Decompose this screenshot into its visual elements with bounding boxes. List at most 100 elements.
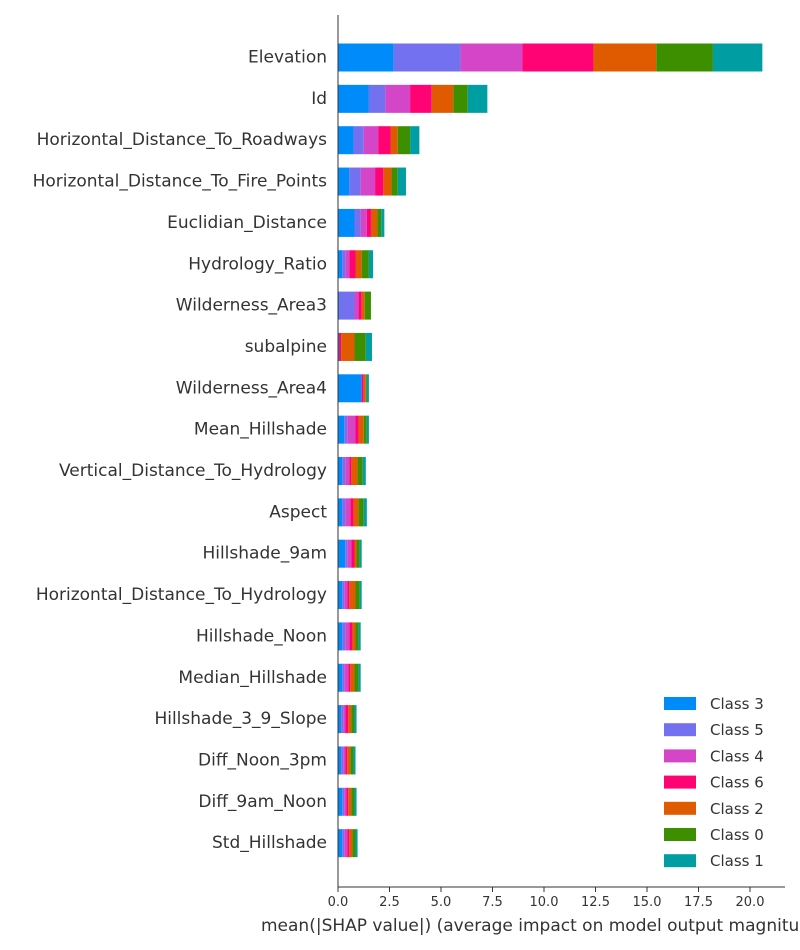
x-tick-label: 15.0 xyxy=(633,895,662,910)
legend-swatch xyxy=(664,828,696,841)
bar-segment xyxy=(361,291,365,320)
feature-label: Std_Hillshade xyxy=(212,833,327,853)
bar-segment xyxy=(656,43,713,72)
feature-label: Elevation xyxy=(248,48,327,68)
bar-segment xyxy=(338,746,342,775)
bar-segment xyxy=(352,829,356,858)
bar-segment xyxy=(397,126,411,155)
bar-segment xyxy=(375,167,384,196)
bar-segment xyxy=(361,250,369,279)
bar-segment xyxy=(338,84,369,113)
feature-label: Wilderness_Area3 xyxy=(176,296,327,316)
bar-segment xyxy=(338,622,343,651)
bar-segment xyxy=(344,581,348,610)
bar-segment xyxy=(347,746,351,775)
bar-segment xyxy=(351,457,358,485)
bar-segment xyxy=(364,291,371,320)
bar-segment xyxy=(345,622,350,651)
bar-segment xyxy=(350,498,354,527)
bar-segment xyxy=(350,746,354,775)
feature-label: Horizontal_Distance_To_Fire_Points xyxy=(33,172,328,192)
bar-segment xyxy=(355,622,359,651)
feature-label: Horizontal_Distance_To_Hydrology xyxy=(36,585,327,605)
bar-segment xyxy=(338,374,362,403)
legend-label: Class 0 xyxy=(710,826,764,844)
bar-segment xyxy=(342,622,346,651)
feature-label: subalpine xyxy=(245,337,327,357)
bars-layer xyxy=(338,43,763,858)
bar-segment xyxy=(355,415,359,444)
feature-labels: Elevation Id Horizontal_Distance_To_Roadwa… xyxy=(33,48,328,854)
x-tick-label: 10.0 xyxy=(530,895,559,910)
bar-segment xyxy=(351,705,355,734)
bar-segment xyxy=(342,581,345,610)
bar-segment xyxy=(338,498,343,527)
bar-segment xyxy=(366,374,369,403)
bar-segment xyxy=(347,829,350,858)
feature-label: Median_Hillshade xyxy=(178,668,327,688)
x-tick-label: 7.5 xyxy=(482,895,503,910)
bar-segment xyxy=(397,167,406,196)
bar-segment xyxy=(338,829,343,858)
feature-label: Wilderness_Area4 xyxy=(176,378,327,398)
bar-segment xyxy=(355,581,360,610)
legend-swatch xyxy=(664,723,696,737)
bar-segment xyxy=(338,415,345,444)
bar-segment xyxy=(354,208,361,237)
feature-label: Aspect xyxy=(269,502,327,522)
feature-label: Mean_Hillshade xyxy=(194,420,327,440)
bar-segment xyxy=(363,498,367,527)
bar-segment xyxy=(348,787,352,816)
legend-swatch xyxy=(664,697,696,710)
bar-segment xyxy=(360,208,367,237)
x-tick-label: 20.0 xyxy=(736,895,765,910)
bar-segment xyxy=(354,291,359,320)
bar-segment xyxy=(343,705,346,734)
bar-segment xyxy=(345,498,351,527)
bar-segment xyxy=(342,663,345,692)
bar-segment xyxy=(338,581,343,610)
bar-segment xyxy=(342,787,345,816)
bar-segment xyxy=(342,250,346,279)
bar-segment xyxy=(338,787,343,816)
bar-segment xyxy=(361,374,364,403)
bar-segment xyxy=(363,415,367,444)
bar-segment xyxy=(338,167,350,196)
legend-swatch xyxy=(664,775,696,789)
bar-segment xyxy=(460,43,523,72)
bar-segment xyxy=(338,539,346,568)
bar-segment xyxy=(712,43,763,72)
x-tick-label: 5.0 xyxy=(431,895,452,910)
bar-segment xyxy=(339,291,355,320)
bar-segment xyxy=(349,829,353,858)
legend-label: Class 4 xyxy=(710,747,764,765)
bar-segment xyxy=(338,332,340,361)
bar-segment xyxy=(360,167,376,196)
bar-segment xyxy=(522,43,594,72)
bar-segment xyxy=(377,208,382,237)
bar-segment xyxy=(349,622,353,651)
feature-label: Hillshade_9am xyxy=(202,544,327,564)
bar-segment xyxy=(359,581,362,610)
x-tick-label: 12.5 xyxy=(581,895,610,910)
bar-segment xyxy=(338,291,340,320)
bar-segment xyxy=(356,539,360,568)
bar-segment xyxy=(370,208,378,237)
bar-segment xyxy=(344,787,347,816)
feature-label: Euclidian_Distance xyxy=(167,213,327,233)
legend-label: Class 5 xyxy=(710,721,764,739)
feature-label: Diff_Noon_3pm xyxy=(198,750,327,770)
bar-segment xyxy=(351,539,355,568)
bar-segment xyxy=(381,208,385,237)
bar-segment xyxy=(341,746,344,775)
x-tick-label: 17.5 xyxy=(684,895,713,910)
x-tick-label: 0.0 xyxy=(328,895,349,910)
bar-segment xyxy=(354,705,357,734)
bar-segment xyxy=(348,705,352,734)
bar-segment xyxy=(393,43,461,72)
bar-segment xyxy=(349,167,361,196)
bar-segment xyxy=(341,332,355,361)
bar-segment xyxy=(345,539,348,568)
bar-segment xyxy=(358,622,361,651)
